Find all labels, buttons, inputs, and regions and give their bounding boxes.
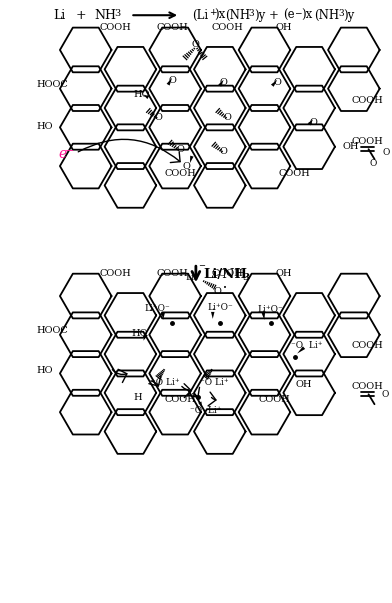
Text: )y: )y (343, 8, 354, 22)
Text: COOH: COOH (100, 269, 131, 278)
Text: COOH: COOH (278, 169, 310, 178)
Text: HOOC: HOOC (36, 326, 68, 335)
Text: COOH: COOH (156, 23, 188, 31)
Polygon shape (211, 312, 214, 319)
Polygon shape (198, 402, 202, 407)
Text: O: O (214, 286, 221, 295)
Text: −: − (65, 146, 74, 156)
Text: (NH: (NH (314, 8, 339, 22)
Text: COOH: COOH (156, 269, 188, 278)
Text: ⁻O  Li⁺: ⁻O Li⁺ (190, 406, 221, 415)
Text: O: O (273, 78, 281, 87)
Text: 3: 3 (338, 9, 343, 18)
Text: Li: Li (53, 8, 65, 22)
Text: H: H (133, 393, 142, 402)
Text: −: − (198, 262, 205, 270)
Text: ⁻O Li⁺: ⁻O Li⁺ (200, 378, 229, 387)
Polygon shape (218, 80, 224, 87)
Polygon shape (297, 346, 305, 353)
Text: O: O (182, 162, 190, 171)
Text: (Li: (Li (192, 8, 208, 22)
Text: Li⁺O⁻: Li⁺O⁻ (144, 305, 170, 314)
Text: O: O (309, 118, 317, 127)
Text: HO: HO (132, 329, 148, 338)
Polygon shape (308, 119, 313, 125)
Text: COOH: COOH (164, 395, 196, 404)
Text: )x: )x (301, 8, 313, 22)
Text: OH: OH (276, 269, 292, 278)
Text: ⁻O  Li⁺: ⁻O Li⁺ (291, 341, 323, 350)
Text: Li/NH: Li/NH (204, 268, 248, 281)
Text: ⁻O Li⁺: ⁻O Li⁺ (151, 378, 180, 387)
Text: )y: )y (254, 8, 265, 22)
Text: OH: OH (276, 23, 292, 31)
Text: OH: OH (296, 380, 312, 389)
Text: Li⁺: Li⁺ (185, 273, 199, 282)
Text: HO: HO (36, 122, 53, 131)
Text: O: O (381, 390, 389, 399)
Text: O: O (370, 159, 377, 168)
Text: O: O (154, 113, 162, 122)
Text: NH: NH (94, 8, 116, 22)
Polygon shape (162, 313, 165, 320)
Text: Li⁺O⁻: Li⁺O⁻ (208, 303, 234, 312)
Polygon shape (271, 80, 277, 87)
Text: 3: 3 (243, 273, 250, 282)
Text: HOOC: HOOC (36, 80, 68, 89)
Text: +: + (209, 8, 216, 17)
Text: −: − (294, 8, 302, 17)
Text: )x: )x (214, 8, 225, 22)
Polygon shape (143, 95, 149, 99)
Text: HO: HO (134, 90, 150, 99)
Text: COOH: COOH (164, 169, 196, 178)
Text: e: e (59, 147, 67, 161)
Text: O: O (383, 148, 390, 157)
Text: COOH: COOH (212, 23, 243, 31)
Text: (NH: (NH (225, 8, 250, 22)
Text: COOH: COOH (258, 395, 290, 404)
Text: COOH: COOH (352, 341, 383, 350)
Text: O: O (176, 145, 184, 154)
Text: COOH: COOH (352, 137, 383, 146)
Text: COOH: COOH (352, 96, 383, 105)
Text: (e: (e (283, 8, 295, 22)
Text: Li⁺O⁻: Li⁺O⁻ (258, 306, 283, 314)
Text: O: O (224, 113, 232, 122)
Text: O: O (168, 76, 176, 85)
Text: O: O (220, 78, 228, 87)
Polygon shape (190, 156, 194, 163)
Text: •: • (223, 285, 227, 291)
Text: COOH: COOH (212, 269, 243, 278)
Polygon shape (261, 313, 265, 320)
Text: +: + (76, 8, 86, 22)
Text: O: O (220, 147, 228, 156)
Text: O: O (192, 40, 200, 49)
Text: OH: OH (343, 142, 359, 151)
Text: 3: 3 (114, 9, 121, 18)
Text: HO: HO (36, 366, 53, 375)
Text: 3: 3 (249, 9, 254, 18)
Polygon shape (167, 78, 172, 86)
Text: COOH: COOH (100, 23, 131, 31)
Polygon shape (143, 334, 148, 341)
Text: COOH: COOH (352, 382, 383, 391)
Text: +: + (269, 8, 278, 22)
